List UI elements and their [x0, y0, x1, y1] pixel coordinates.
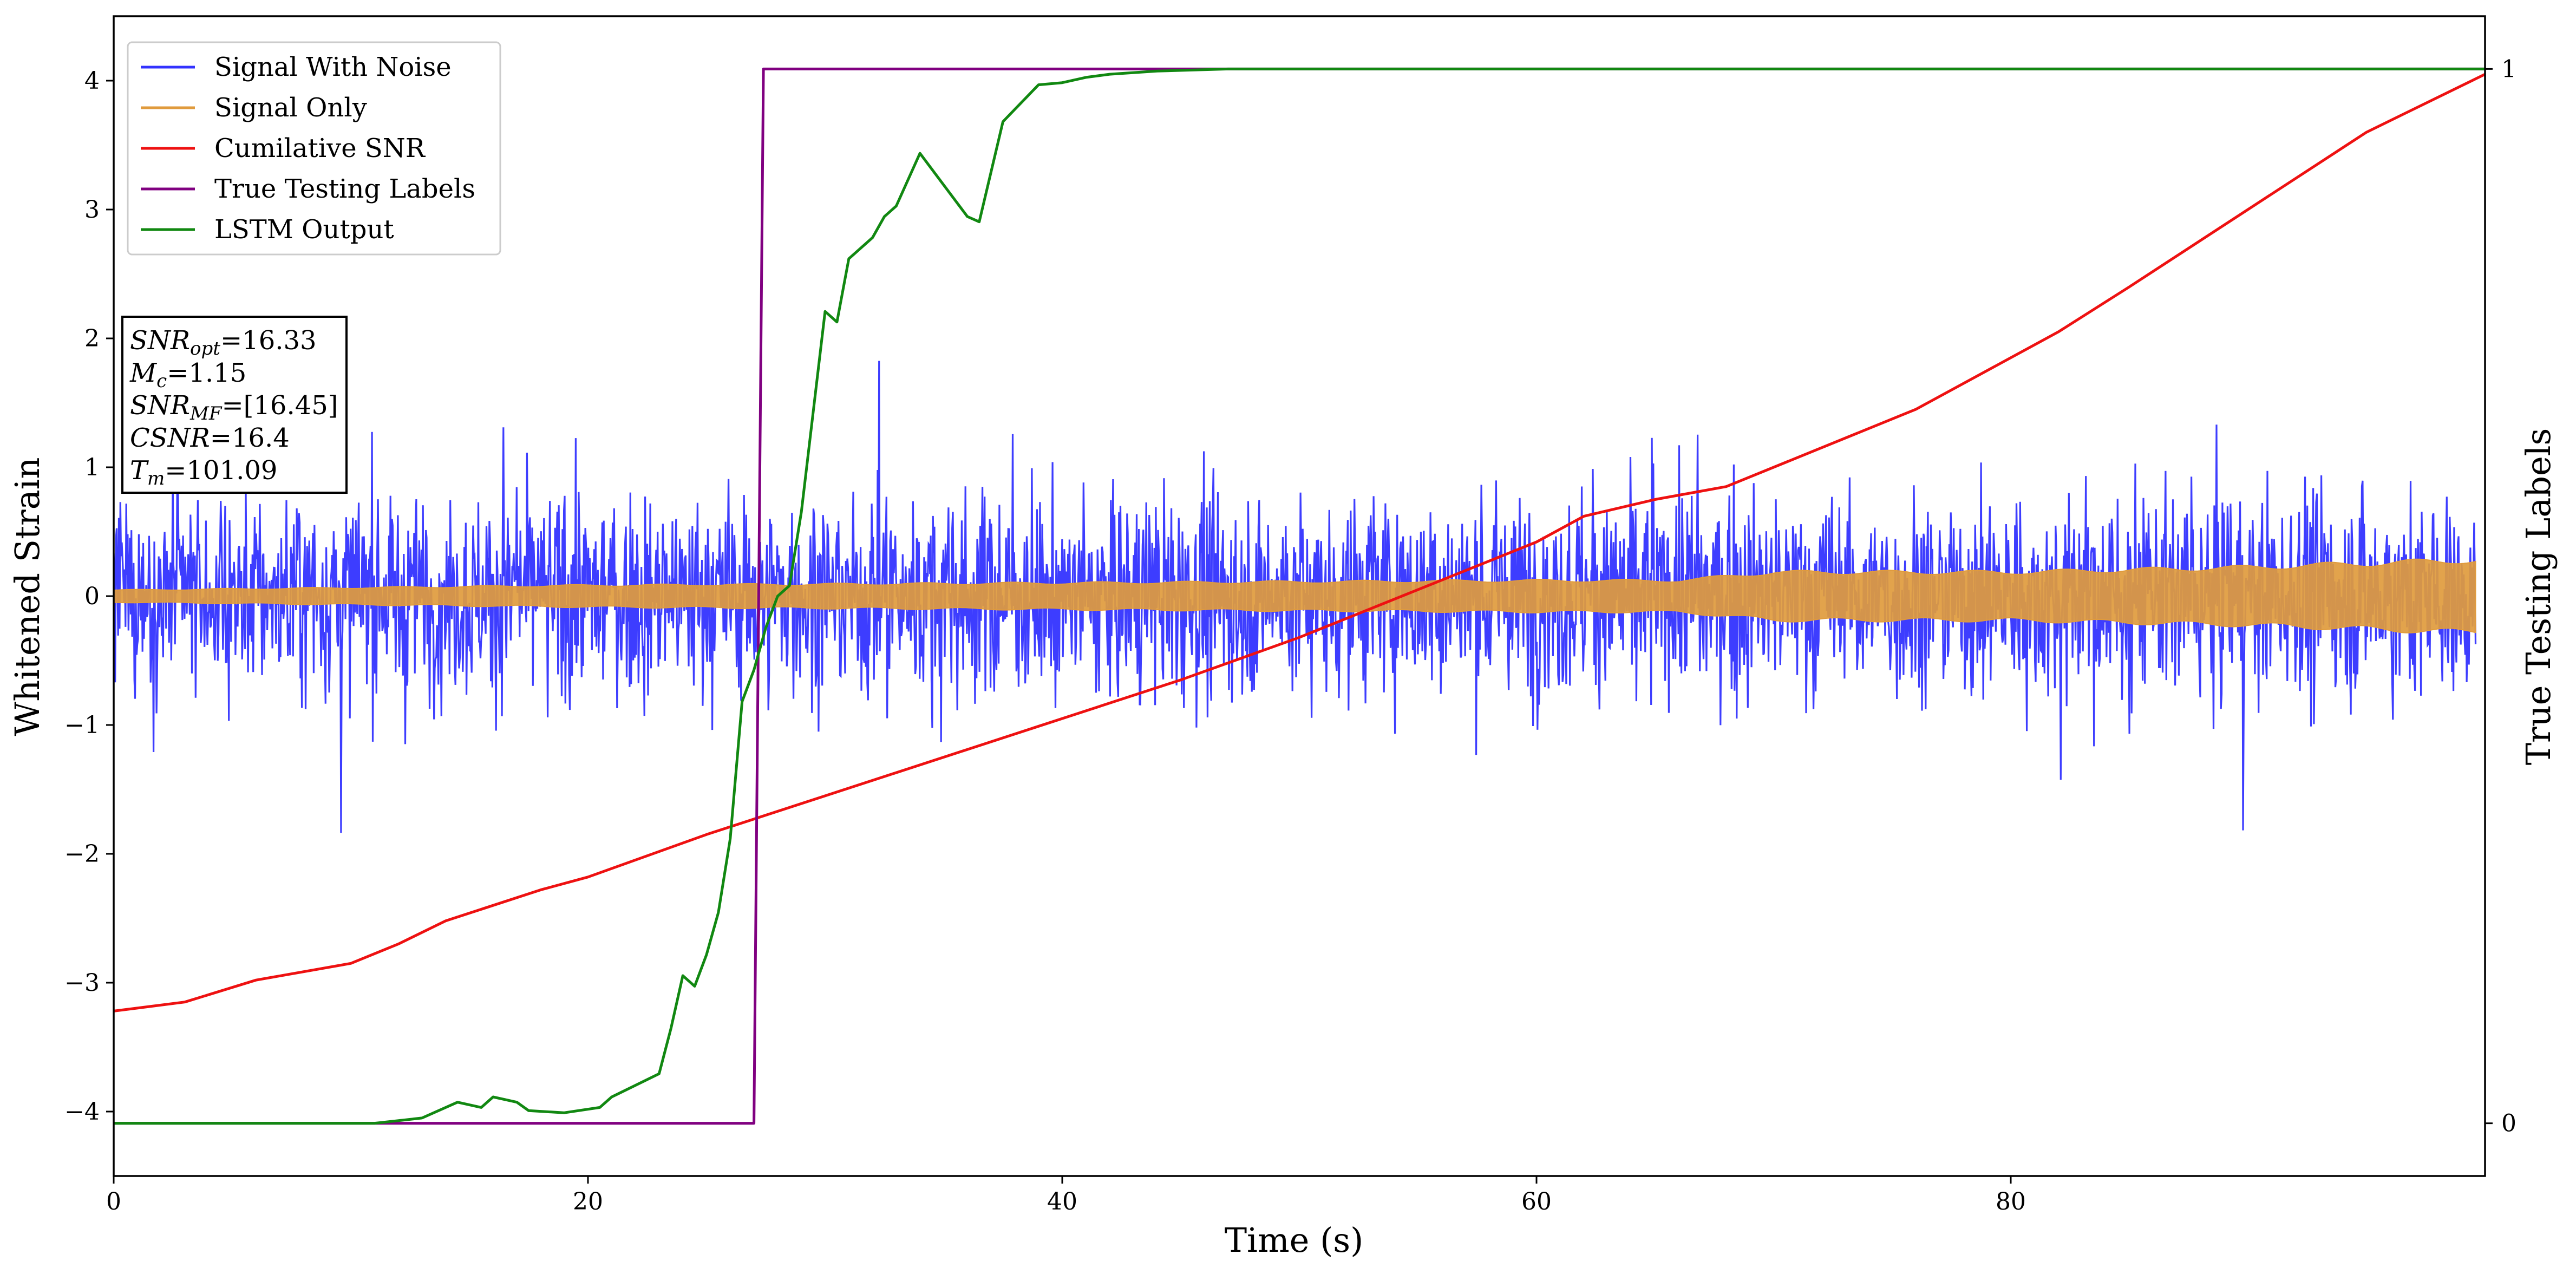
y-axis-label: Whitened Strain — [8, 458, 47, 736]
info-symbol: M — [129, 358, 158, 388]
legend-cumilative-snr-label: Cumilative SNR — [214, 133, 426, 164]
x-tick-label: 0 — [106, 1188, 121, 1216]
legend-signal-with-noise-label: Signal With Noise — [214, 52, 452, 82]
series-layer — [113, 67, 2486, 1125]
legend-box — [127, 41, 501, 256]
y2-tick-label: 1 — [2501, 55, 2516, 83]
info-line: SNRMF=[16.45] — [130, 390, 338, 424]
y-tick-label: −1 — [64, 711, 100, 739]
info-line: Mc=1.15 — [129, 358, 246, 392]
y2-tick-label: 0 — [2501, 1110, 2516, 1138]
info-line: SNRopt=16.33 — [130, 325, 317, 360]
info-line: CSNR=16.4 — [130, 423, 290, 453]
x-tick-label: 40 — [1047, 1188, 1077, 1216]
info-box: SNRopt=16.33Mc=1.15SNRMF=[16.45]CSNR=16.… — [121, 316, 348, 494]
info-symbol: SNR — [130, 390, 190, 421]
y-tick-label: 2 — [84, 325, 100, 352]
legend-lstm-output-label: LSTM Output — [214, 214, 394, 245]
info-subscript: MF — [189, 403, 223, 424]
info-symbol: SNR — [130, 325, 190, 356]
y2-axis-label: True Testing Labels — [2519, 428, 2558, 766]
y-tick-label: 4 — [84, 67, 100, 95]
info-value: =1.15 — [167, 358, 246, 388]
x-tick-label: 80 — [1996, 1188, 2026, 1216]
info-symbol: T — [130, 455, 149, 486]
series-lstm-output — [114, 67, 2485, 1125]
x-tick-label: 60 — [1521, 1188, 1552, 1216]
info-value: =[16.45] — [221, 390, 338, 421]
info-value: =101.09 — [165, 455, 277, 486]
info-value: =16.4 — [210, 423, 290, 453]
x-tick-label: 20 — [573, 1188, 603, 1216]
x-axis-label: Time (s) — [1225, 1220, 1364, 1260]
y-tick-label: 1 — [84, 454, 100, 481]
y-tick-label: −4 — [64, 1098, 100, 1126]
legend: Signal With Noise Signal Only Cumilative S… — [127, 41, 501, 256]
info-value: =16.33 — [220, 325, 317, 356]
y-tick-label: −3 — [64, 969, 100, 997]
info-box-frame — [121, 316, 348, 494]
legend-true-testing-labels-label: True Testing Labels — [214, 174, 475, 204]
series-cumilative-snr — [113, 73, 2486, 1012]
info-line: Tm=101.09 — [130, 455, 277, 489]
info-subscript: c — [156, 370, 167, 392]
info-subscript: opt — [190, 338, 220, 360]
series-signal-only — [113, 558, 2476, 633]
legend-signal-only-label: Signal Only — [214, 93, 367, 123]
y-tick-label: 3 — [84, 196, 100, 224]
info-subscript: m — [147, 468, 165, 489]
y-tick-label: −2 — [64, 840, 100, 868]
info-symbol: CSNR — [130, 423, 210, 453]
y-tick-label: 0 — [84, 583, 100, 610]
